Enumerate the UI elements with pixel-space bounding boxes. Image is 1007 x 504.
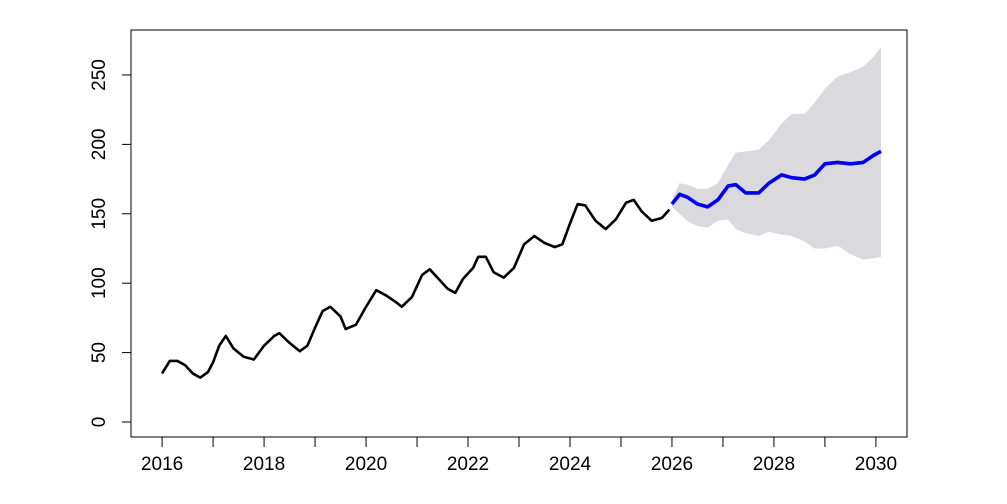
prediction-interval (671, 47, 881, 260)
x-tick-label: 2028 (753, 454, 795, 475)
x-tick-label: 2030 (855, 454, 897, 475)
forecast-line (670, 149, 882, 209)
y-tick-label: 100 (89, 267, 110, 299)
x-tick-label: 2020 (345, 454, 387, 475)
history-line (160, 198, 671, 379)
x-tick-label: 2018 (243, 454, 285, 475)
x-tick-label: 2022 (447, 454, 489, 475)
y-tick-label: 50 (89, 342, 110, 363)
x-tick-label: 2024 (549, 454, 592, 475)
x-tick-label: 2026 (651, 454, 693, 475)
y-tick-label: 250 (89, 59, 110, 91)
y-tick-label: 0 (89, 417, 110, 428)
x-tick-label: 2016 (141, 454, 183, 475)
y-tick-label: 150 (89, 198, 110, 230)
y-tick-label: 200 (89, 129, 110, 161)
